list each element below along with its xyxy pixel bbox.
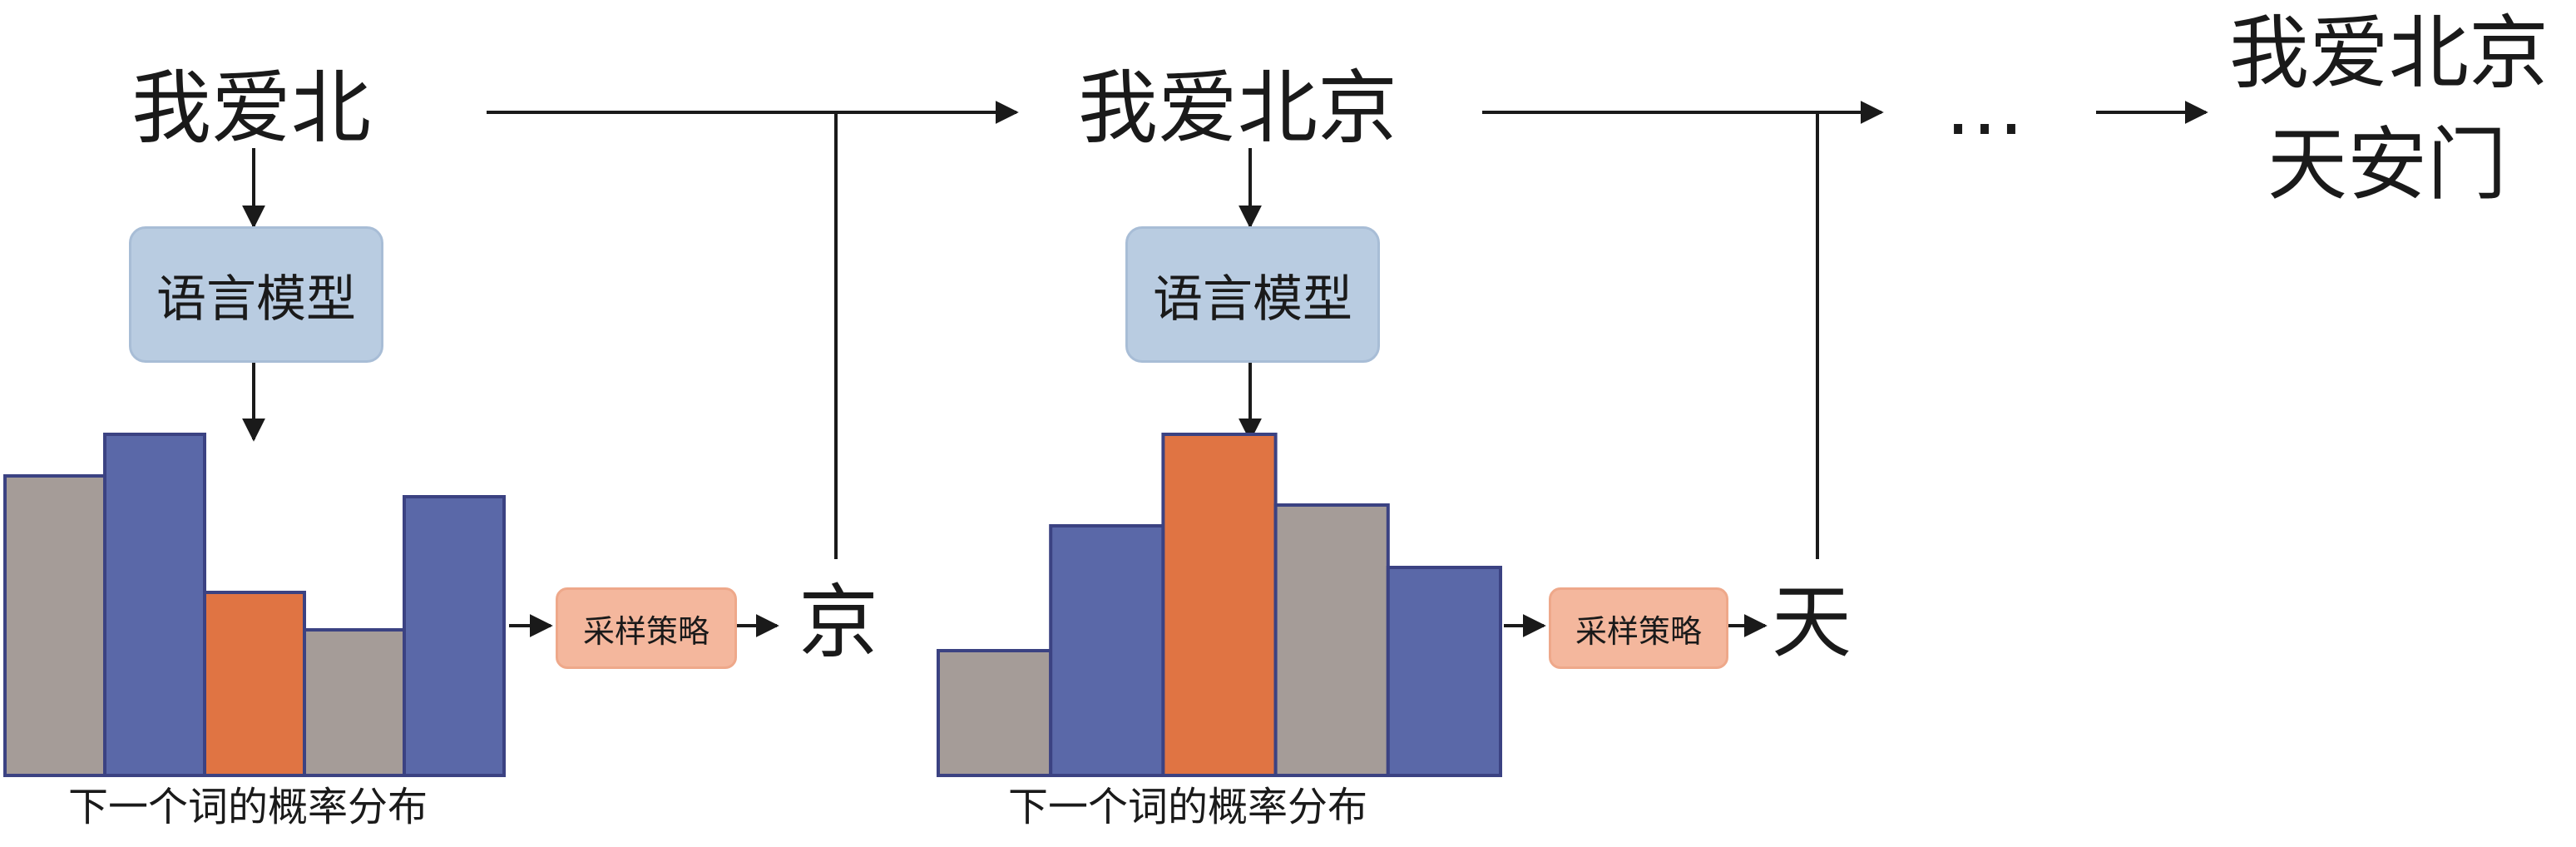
probability-bar-1-1 xyxy=(3,474,106,777)
probability-bar-1-2 xyxy=(103,433,206,777)
probability-bar-1-5 xyxy=(403,495,506,777)
final-output-line-2: 天安门 xyxy=(2267,118,2507,211)
ellipsis: … xyxy=(1945,60,2025,153)
distribution-chart-2 xyxy=(937,433,1503,777)
distribution-caption-2: 下一个词的概率分布 xyxy=(1008,784,1368,830)
sampling-strategy-box-2: 采样策略 xyxy=(1549,587,1728,669)
output-token-step-1: 京 xyxy=(799,576,878,669)
language-model-label-1: 语言模型 xyxy=(156,270,356,329)
probability-bar-2-3 xyxy=(1161,433,1278,777)
output-token-step-2: 天 xyxy=(1772,576,1852,669)
probability-bar-2-5 xyxy=(1386,566,1503,777)
final-output-line-1: 我爱北京 xyxy=(2229,7,2549,100)
probability-bar-2-2 xyxy=(1049,524,1165,777)
sampling-strategy-box-1: 采样策略 xyxy=(556,587,737,669)
sampling-strategy-label-2: 采样策略 xyxy=(1575,612,1702,650)
input-text-step-2: 我爱北京 xyxy=(1078,62,1397,155)
probability-bar-2-1 xyxy=(937,649,1053,777)
distribution-caption-1: 下一个词的概率分布 xyxy=(68,784,428,830)
sampling-strategy-label-1: 采样策略 xyxy=(582,612,710,650)
probability-bar-1-3 xyxy=(203,591,306,777)
probability-bar-1-4 xyxy=(303,628,406,777)
language-model-label-2: 语言模型 xyxy=(1153,270,1352,329)
distribution-chart-1 xyxy=(3,433,506,777)
input-text-step-1: 我爱北 xyxy=(131,62,371,155)
language-model-box-1: 语言模型 xyxy=(129,226,383,363)
language-model-box-2: 语言模型 xyxy=(1125,226,1380,363)
probability-bar-2-4 xyxy=(1273,503,1390,777)
